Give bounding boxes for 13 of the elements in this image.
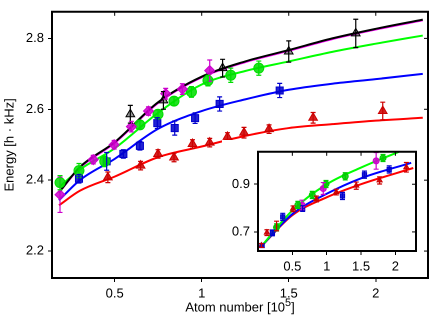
- x-tick-label: 1: [323, 258, 330, 274]
- y-tick-label: 2.6: [26, 100, 44, 116]
- x-tick-label: 1.5: [352, 258, 370, 274]
- y-tick-label: 2.4: [26, 172, 44, 187]
- x-tick-label: 2: [372, 285, 380, 300]
- y-axis-title: Energy [h · kHz]: [1, 98, 16, 192]
- x-tick-label: 0.5: [106, 285, 124, 300]
- y-tick-label: 2.2: [26, 242, 44, 258]
- y-tick-label: 0.7: [232, 224, 250, 238]
- x-tick-label: 0.5: [283, 258, 302, 274]
- x-tick-label: 2: [392, 258, 400, 274]
- y-tick-label: 2.8: [26, 30, 44, 45]
- y-tick-label: 0.9: [232, 176, 250, 191]
